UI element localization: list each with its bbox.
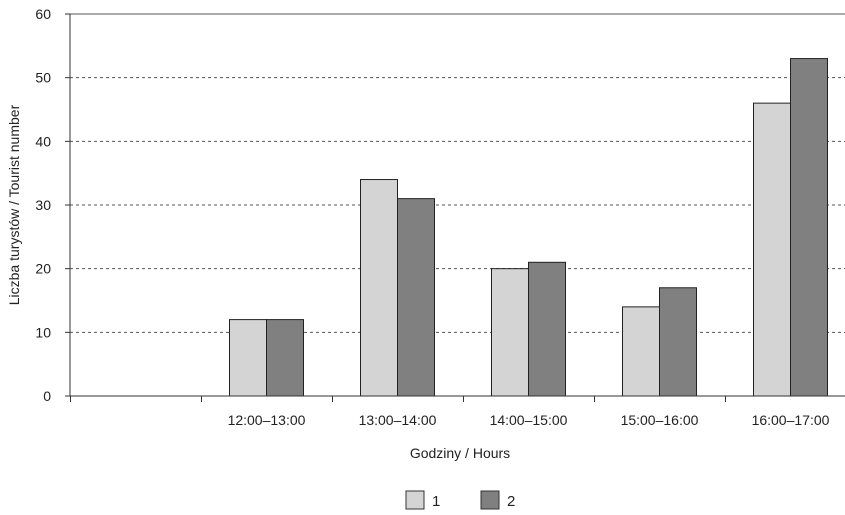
x-tick-labels: 12:00–13:00 13:00–14:00 14:00–15:00 15:00–1… xyxy=(228,412,830,428)
bars xyxy=(229,58,828,397)
legend-label-series-2: 2 xyxy=(507,493,515,510)
gridlines xyxy=(70,13,845,333)
axes xyxy=(65,13,845,402)
x-tick-label-1: 12:00–13:00 xyxy=(228,412,306,428)
x-tick-label-5: 16:00–17:00 xyxy=(752,412,830,428)
y-tick-label-0: 0 xyxy=(43,388,51,404)
bar-series-1-4 xyxy=(622,306,660,397)
legend-swatch-series-2 xyxy=(480,490,500,510)
y-tick-label-10: 10 xyxy=(35,324,51,340)
bar-series-1-2 xyxy=(360,179,398,397)
x-axis-title: Godziny / Hours xyxy=(410,445,510,461)
y-tick-label-40: 40 xyxy=(35,133,51,149)
bar-series-2-3 xyxy=(528,261,566,397)
x-tick-label-3: 14:00–15:00 xyxy=(490,412,568,428)
bar-series-1-5 xyxy=(753,102,791,397)
bar-series-2-2 xyxy=(397,198,435,397)
bar-series-2-4 xyxy=(659,287,697,397)
y-tick-labels: 0 10 20 30 40 50 60 xyxy=(35,6,51,404)
legend-label-series-1: 1 xyxy=(432,493,440,510)
y-axis-title: Liczba turystów / Tourist number xyxy=(6,104,22,305)
y-tick-label-50: 50 xyxy=(35,70,51,86)
bar-series-2-1 xyxy=(266,319,304,397)
y-tick-label-30: 30 xyxy=(35,197,51,213)
bar-series-1-1 xyxy=(229,319,267,397)
bar-series-2-5 xyxy=(790,58,828,397)
bar-series-1-3 xyxy=(491,268,529,397)
legend: 1 2 xyxy=(405,490,515,510)
x-tick-label-4: 15:00–16:00 xyxy=(621,412,699,428)
y-tick-label-20: 20 xyxy=(35,261,51,277)
y-tick-label-60: 60 xyxy=(35,6,51,22)
x-tick-label-2: 13:00–14:00 xyxy=(359,412,437,428)
legend-swatch-series-1 xyxy=(405,490,425,510)
